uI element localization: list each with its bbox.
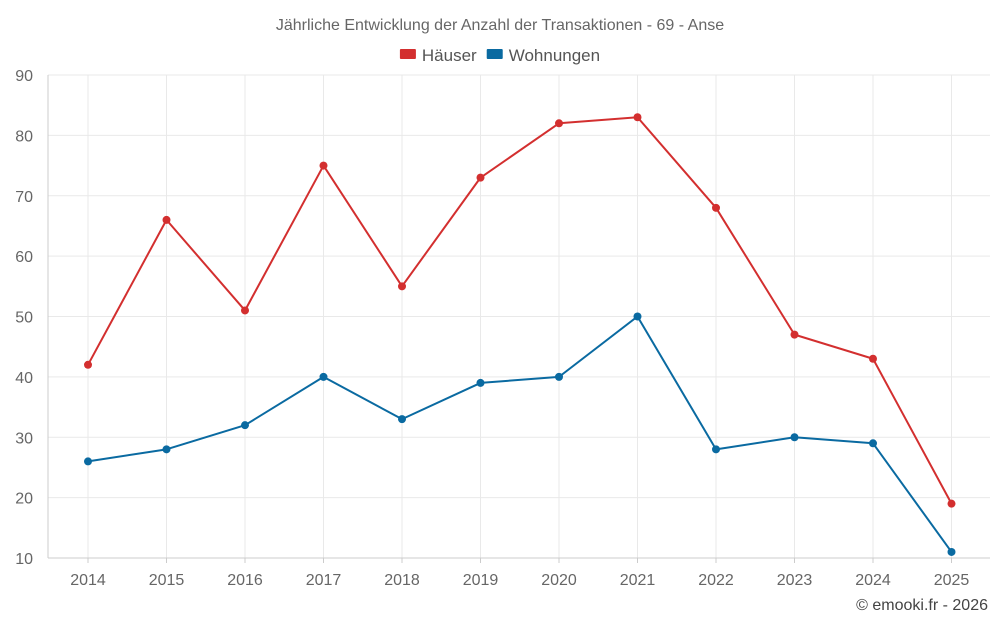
y-tick-label: 80 (15, 128, 33, 145)
series-line-1 (87, 315, 953, 553)
data-point-series-1[interactable] (790, 433, 799, 442)
x-tick-label: 2014 (70, 572, 106, 589)
data-point-series-0[interactable] (869, 354, 877, 363)
data-point-series-0[interactable] (947, 499, 956, 508)
y-tick-label: 70 (15, 189, 33, 206)
x-tick-label: 2025 (934, 572, 970, 589)
y-tick-label: 60 (15, 249, 33, 266)
chart-title: Jährliche Entwicklung der Anzahl der Tra… (276, 17, 724, 34)
data-point-series-1[interactable] (947, 547, 956, 556)
x-tick-label: 2018 (384, 572, 420, 589)
data-point-series-1[interactable] (869, 439, 877, 448)
grid (48, 74, 990, 559)
axes: 10 20 30 40 50 60 70 80 90 2014 2015 2016 2017 2018 20… (15, 68, 990, 589)
y-tick-label: 20 (15, 491, 33, 508)
data-point-series-0[interactable] (398, 282, 406, 291)
data-point-series-1[interactable] (84, 457, 92, 466)
data-point-series-1[interactable] (633, 312, 642, 321)
x-tick-label: 2024 (855, 572, 891, 589)
y-tick-label: 50 (15, 310, 33, 327)
data-point-series-0[interactable] (162, 215, 171, 224)
y-tick-label: 30 (15, 430, 33, 447)
data-point-series-0[interactable] (476, 173, 485, 182)
x-tick-label: 2022 (698, 572, 734, 589)
data-point-series-1[interactable] (162, 445, 171, 454)
x-tick-label: 2016 (227, 572, 263, 589)
data-point-series-1[interactable] (319, 372, 328, 381)
legend: Häuser Wohnungen (399, 46, 600, 65)
legend-label-0[interactable]: Häuser (422, 46, 477, 65)
y-tick-label: 10 (15, 551, 33, 568)
x-tick-label: 2017 (306, 572, 342, 589)
data-point-series-0[interactable] (241, 306, 249, 315)
data-point-series-0[interactable] (712, 203, 720, 212)
legend-label-1[interactable]: Wohnungen (509, 46, 600, 65)
legend-swatch-0 (399, 49, 416, 59)
data-point-series-1[interactable] (241, 421, 249, 430)
data-point-series-1[interactable] (398, 415, 406, 424)
x-tick-label: 2023 (777, 572, 813, 589)
x-tick-label: 2020 (541, 572, 577, 589)
x-tick-label: 2019 (463, 572, 499, 589)
y-tick-label: 40 (15, 370, 33, 387)
data-point-series-0[interactable] (319, 161, 328, 170)
legend-swatch-1 (486, 49, 503, 59)
data-point-series-1[interactable] (555, 372, 563, 381)
x-tick-label: 2021 (620, 572, 656, 589)
series (84, 113, 956, 556)
data-point-series-0[interactable] (790, 330, 799, 339)
series-line-0 (87, 116, 953, 505)
data-point-series-0[interactable] (633, 113, 642, 122)
y-tick-label: 90 (15, 68, 33, 85)
data-point-series-0[interactable] (555, 119, 563, 128)
data-point-series-0[interactable] (84, 360, 92, 369)
x-tick-label: 2015 (149, 572, 185, 589)
data-point-series-1[interactable] (712, 445, 720, 454)
data-point-series-1[interactable] (476, 378, 485, 387)
credit-text: © emooki.fr - 2026 (856, 597, 988, 614)
